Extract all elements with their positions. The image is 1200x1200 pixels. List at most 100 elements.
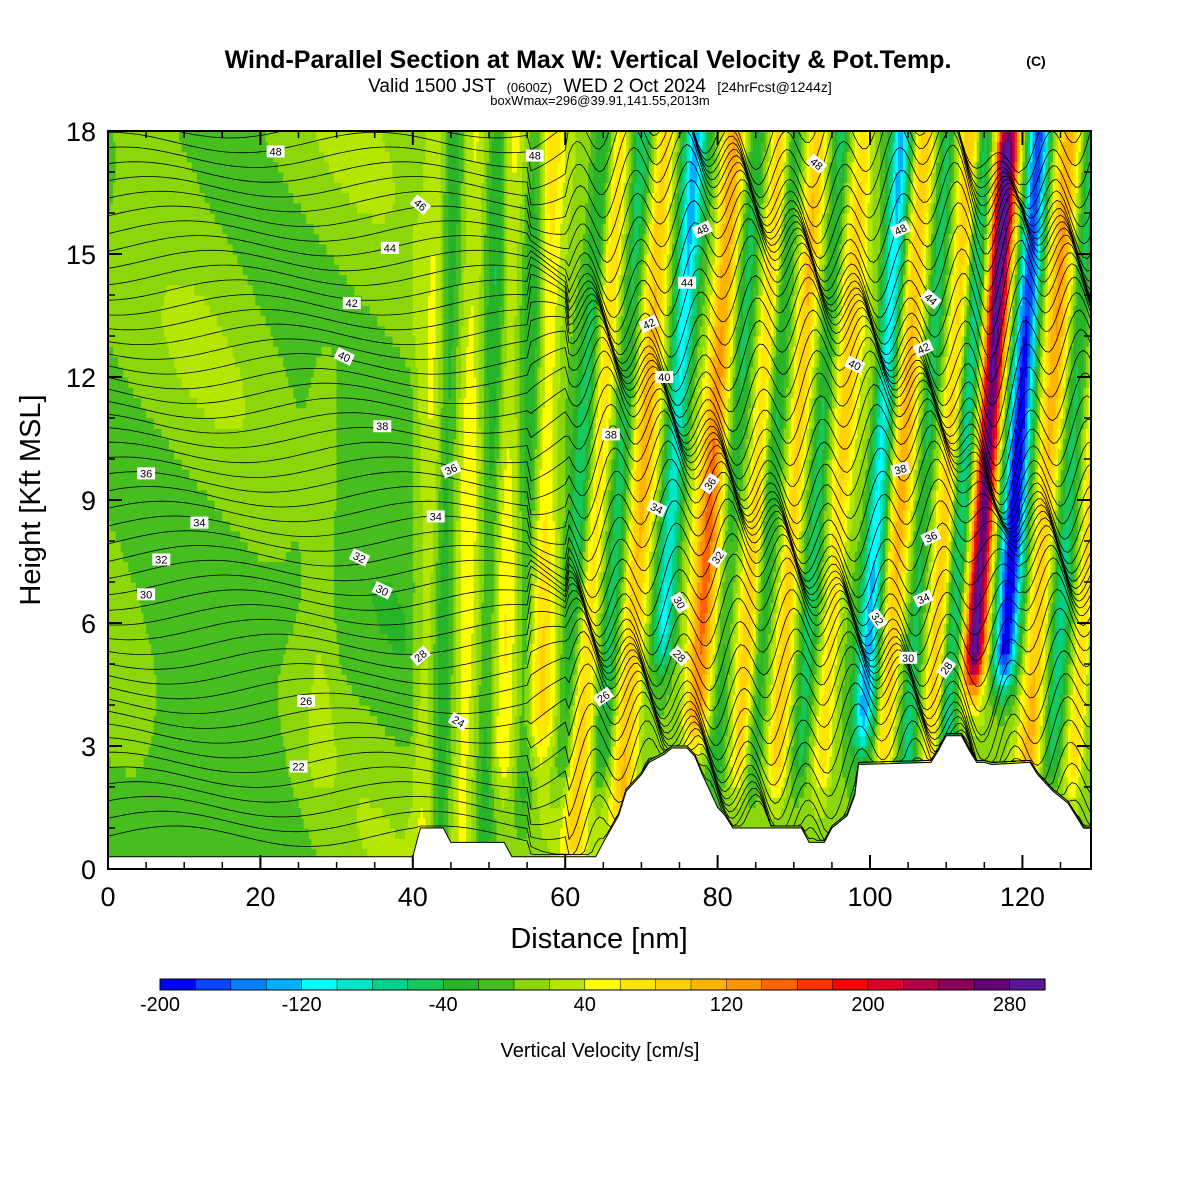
velocity-cell	[179, 448, 183, 460]
velocity-cell	[120, 561, 124, 573]
velocity-cell	[196, 582, 201, 593]
velocity-cell	[171, 766, 175, 778]
velocity-cell	[118, 520, 122, 532]
velocity-cell	[174, 582, 178, 593]
velocity-cell	[179, 192, 183, 204]
velocity-cell	[171, 623, 175, 634]
velocity-cell	[184, 612, 188, 624]
velocity-cell	[207, 787, 211, 798]
velocity-cell	[168, 151, 173, 163]
velocity-cell	[186, 305, 190, 317]
velocity-cell	[110, 202, 114, 214]
velocity-cell	[138, 407, 142, 419]
velocity-cell	[184, 418, 188, 429]
velocity-cell	[108, 202, 112, 214]
velocity-cell	[125, 725, 129, 737]
velocity-cell	[191, 418, 195, 429]
velocity-cell	[138, 387, 142, 399]
velocity-cell	[168, 459, 173, 470]
velocity-cell	[153, 254, 157, 265]
velocity-cell	[143, 305, 147, 317]
velocity-cell	[186, 674, 190, 686]
velocity-cell	[212, 633, 216, 645]
velocity-cell	[158, 541, 162, 552]
velocity-cell	[146, 623, 150, 634]
velocity-cell	[130, 582, 134, 593]
velocity-cell	[209, 787, 213, 798]
velocity-cell	[204, 233, 208, 245]
velocity-cell	[217, 746, 221, 757]
velocity-cell	[194, 674, 198, 686]
velocity-cell	[207, 459, 211, 470]
velocity-cell	[158, 254, 162, 265]
velocity-cell	[207, 479, 211, 491]
velocity-cell	[113, 623, 117, 634]
velocity-cell	[110, 264, 114, 276]
velocity-cell	[141, 694, 145, 706]
velocity-cell	[189, 684, 193, 696]
velocity-cell	[204, 807, 208, 819]
velocity-cell	[138, 284, 142, 296]
velocity-cell	[141, 264, 145, 276]
velocity-cell	[168, 735, 173, 747]
velocity-cell	[166, 653, 170, 665]
velocity-cell	[161, 356, 165, 368]
velocity-cell	[163, 817, 168, 829]
velocity-cell	[207, 315, 211, 327]
velocity-cell	[161, 520, 165, 532]
velocity-cell	[110, 848, 114, 860]
velocity-cell	[133, 356, 137, 368]
velocity-cell	[179, 838, 183, 850]
velocity-cell	[176, 418, 180, 429]
velocity-cell	[148, 797, 152, 809]
velocity-cell	[138, 243, 142, 255]
velocity-cell	[156, 561, 160, 573]
velocity-cell	[207, 684, 211, 696]
velocity-cell	[181, 325, 185, 337]
copyright-mark: (C)	[1026, 53, 1045, 69]
velocity-cell	[168, 356, 173, 368]
velocity-cell	[120, 541, 124, 552]
velocity-cell	[189, 489, 193, 501]
velocity-cell	[130, 520, 134, 532]
velocity-cell	[204, 438, 208, 450]
velocity-cell	[176, 223, 180, 235]
velocity-cell	[219, 541, 223, 552]
velocity-cell	[171, 428, 175, 440]
velocity-cell	[151, 797, 155, 809]
velocity-cell	[163, 274, 168, 286]
velocity-cell	[191, 213, 195, 224]
velocity-cell	[179, 336, 183, 347]
velocity-cell	[130, 848, 134, 860]
velocity-cell	[118, 643, 122, 655]
velocity-cell	[179, 141, 183, 153]
velocity-cell	[158, 428, 162, 440]
velocity-cell	[214, 725, 218, 737]
velocity-cell	[171, 161, 175, 173]
velocity-cell	[158, 192, 162, 204]
velocity-cell	[161, 582, 165, 593]
velocity-cell	[133, 131, 137, 142]
velocity-cell	[219, 838, 223, 850]
velocity-cell	[176, 643, 180, 655]
velocity-cell	[118, 807, 122, 819]
velocity-cell	[141, 448, 145, 460]
velocity-cell	[110, 530, 114, 542]
velocity-cell	[130, 500, 134, 511]
velocity-cell	[209, 213, 213, 224]
velocity-cell	[115, 633, 119, 645]
velocity-cell	[151, 530, 155, 542]
velocity-cell	[166, 817, 170, 829]
velocity-cell	[133, 756, 137, 768]
velocity-cell	[118, 746, 122, 757]
velocity-cell	[135, 459, 140, 470]
velocity-cell	[171, 684, 175, 696]
velocity-cell	[138, 602, 142, 614]
velocity-cell	[176, 551, 180, 563]
velocity-cell	[184, 254, 188, 265]
velocity-cell	[163, 428, 168, 440]
velocity-cell	[191, 674, 195, 686]
velocity-cell	[186, 551, 190, 563]
velocity-cell	[148, 817, 152, 829]
velocity-cell	[214, 551, 218, 563]
